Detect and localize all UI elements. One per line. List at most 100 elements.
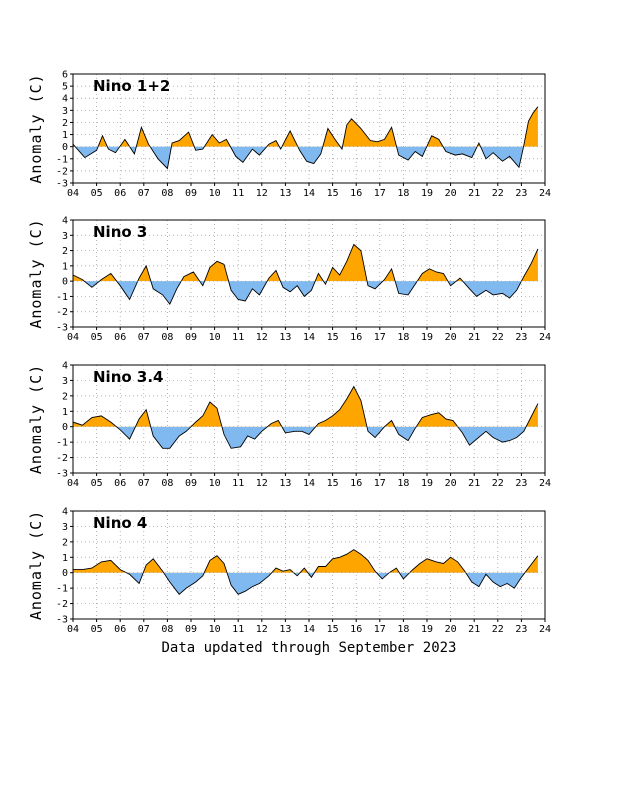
y-tick-label: 4 (62, 216, 68, 227)
x-tick-label: 22 (492, 478, 504, 489)
y-tick-label: 2 (62, 391, 68, 402)
x-tick-label: 06 (114, 478, 126, 489)
gridlines (73, 220, 545, 327)
x-tick-label: 16 (350, 478, 362, 489)
y-axis-label: Anomaly (C) (27, 364, 45, 474)
x-tick-label: 21 (468, 624, 480, 635)
y-tick-label: -1 (56, 154, 68, 165)
x-tick-label: 11 (232, 624, 244, 635)
y-tick-label: -1 (56, 292, 68, 303)
x-tick-label: 12 (256, 478, 268, 489)
x-tick-label: 11 (232, 478, 244, 489)
y-tick-label: -2 (56, 599, 68, 610)
x-tick-label: 20 (445, 188, 457, 199)
y-axis-label: Anomaly (C) (27, 510, 45, 620)
x-tick-label: 21 (468, 188, 480, 199)
x-tick-label: 24 (539, 478, 551, 489)
x-tick-label: 07 (138, 332, 150, 343)
data-updated-caption: Data updated through September 2023 (161, 640, 457, 656)
x-tick-label: 07 (138, 624, 150, 635)
x-tick-label: 10 (209, 624, 221, 635)
y-tick-label: 1 (62, 261, 68, 272)
y-tick-label: 5 (62, 82, 68, 93)
x-tick-label: 05 (91, 624, 103, 635)
y-tick-label: 0 (62, 422, 68, 433)
x-tick-label: 18 (397, 332, 409, 343)
x-tick-label: 14 (303, 478, 315, 489)
anomaly-series-line (73, 549, 539, 595)
x-tick-label: 07 (138, 478, 150, 489)
x-tick-label: 06 (114, 624, 126, 635)
x-tick-label: 14 (303, 624, 315, 635)
x-tick-label: 07 (138, 188, 150, 199)
anomaly-series-line (73, 243, 539, 305)
negative-anomaly-area (116, 426, 527, 449)
negative-anomaly-area (73, 281, 538, 305)
positive-anomaly-area (73, 106, 538, 147)
y-axis-label: Anomaly (C) (27, 218, 45, 328)
x-tick-label: 09 (185, 624, 197, 635)
anomaly-series-line (73, 106, 539, 170)
y-tick-label: -3 (56, 615, 68, 626)
x-tick-label: 23 (515, 478, 527, 489)
x-tick-label: 08 (161, 478, 173, 489)
x-tick-label: 13 (279, 478, 291, 489)
x-tick-label: 04 (67, 332, 79, 343)
y-tick-label: 1 (62, 130, 68, 141)
x-tick-label: 10 (209, 478, 221, 489)
x-tick-label: 11 (232, 332, 244, 343)
x-tick-label: 18 (397, 188, 409, 199)
x-tick-label: 11 (232, 188, 244, 199)
y-tick-label: 4 (62, 507, 68, 518)
x-tick-label: 22 (492, 624, 504, 635)
y-tick-label: 1 (62, 407, 68, 418)
y-tick-label: 3 (62, 231, 68, 242)
x-tick-label: 18 (397, 624, 409, 635)
y-tick-label: 4 (62, 361, 68, 372)
x-tick-label: 21 (468, 478, 480, 489)
x-tick-label: 16 (350, 332, 362, 343)
x-tick-label: 15 (327, 478, 339, 489)
x-tick-label: 09 (185, 188, 197, 199)
x-tick-label: 13 (279, 624, 291, 635)
x-tick-label: 19 (421, 478, 433, 489)
x-tick-label: 13 (279, 188, 291, 199)
panel-title: Nino 3 (93, 223, 147, 241)
x-tick-label: 18 (397, 478, 409, 489)
y-tick-label: 0 (62, 277, 68, 288)
anomaly-series-line (73, 385, 539, 449)
x-tick-label: 20 (445, 624, 457, 635)
x-tick-label: 08 (161, 332, 173, 343)
gridlines (73, 365, 545, 473)
x-tick-label: 14 (303, 188, 315, 199)
y-tick-label: -3 (56, 323, 68, 334)
x-tick-label: 05 (91, 188, 103, 199)
x-tick-label: 15 (327, 332, 339, 343)
x-tick-label: 16 (350, 624, 362, 635)
y-tick-label: 2 (62, 118, 68, 129)
y-tick-label: -3 (56, 179, 68, 190)
y-tick-label: 3 (62, 522, 68, 533)
x-tick-label: 04 (67, 624, 79, 635)
x-tick-label: 14 (303, 332, 315, 343)
x-tick-label: 10 (209, 332, 221, 343)
y-tick-label: 0 (62, 142, 68, 153)
x-tick-label: 22 (492, 332, 504, 343)
x-tick-label: 09 (185, 332, 197, 343)
x-tick-label: 15 (327, 624, 339, 635)
y-tick-label: 2 (62, 246, 68, 257)
panel-title: Nino 4 (93, 514, 147, 532)
x-tick-label: 05 (91, 478, 103, 489)
panel-title: Nino 1+2 (93, 77, 170, 95)
x-tick-label: 12 (256, 188, 268, 199)
x-tick-label: 23 (515, 332, 527, 343)
x-tick-label: 17 (374, 478, 386, 489)
x-tick-label: 06 (114, 188, 126, 199)
x-tick-label: 19 (421, 332, 433, 343)
x-tick-label: 05 (91, 332, 103, 343)
y-tick-label: 3 (62, 106, 68, 117)
x-tick-label: 19 (421, 624, 433, 635)
